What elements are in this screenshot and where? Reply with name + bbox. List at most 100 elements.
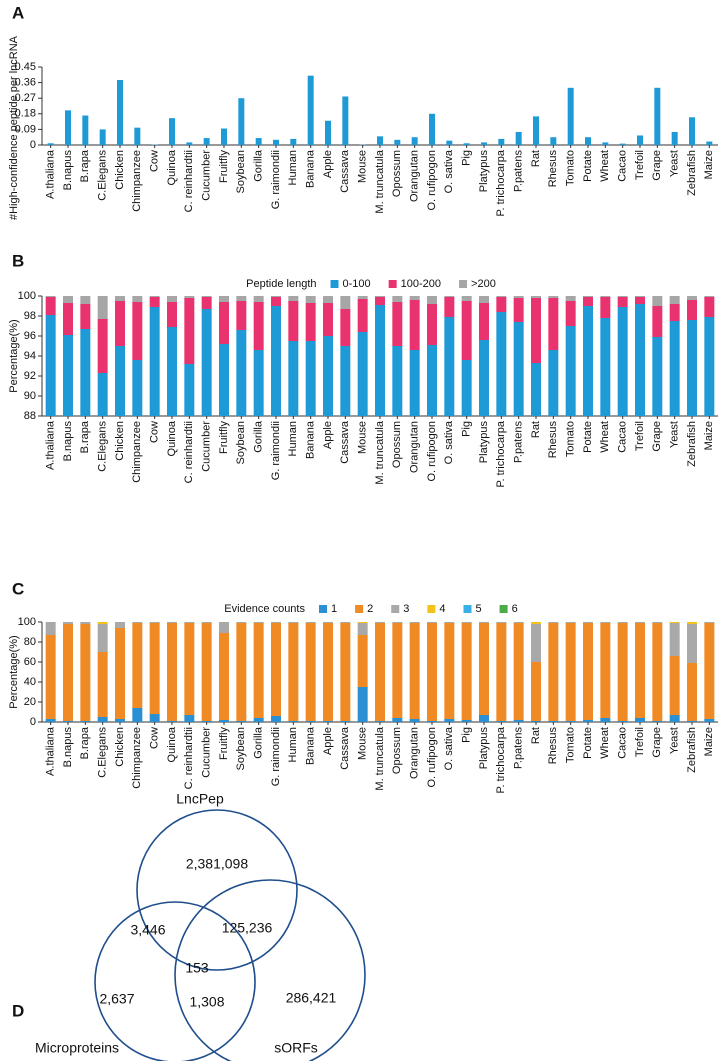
bar-segment (97, 373, 108, 416)
venn-circle (174, 879, 366, 1061)
bar-segment (461, 296, 472, 301)
panel-label: C (12, 579, 24, 598)
venn-set-label: sORFs (274, 1040, 318, 1056)
y-tick-label: 88 (24, 410, 36, 422)
bar-segment (513, 298, 524, 322)
bar-segment (132, 302, 143, 360)
x-tick-label: Cucumber (201, 421, 213, 472)
legend-swatch (499, 605, 508, 613)
x-tick-label: Soybean (235, 727, 247, 770)
bar-segment (271, 716, 281, 722)
bar-segment (340, 721, 351, 722)
legend-label: 6 (512, 603, 518, 615)
bar-segment (63, 721, 73, 722)
bar-segment (305, 622, 316, 623)
y-tick-label: 20 (24, 696, 36, 708)
venn-count: 286,421 (286, 990, 337, 1006)
bar-segment (600, 296, 611, 297)
bar-segment (392, 623, 403, 718)
bar-segment (548, 721, 559, 722)
venn-count: 2,637 (99, 991, 134, 1007)
bar (203, 138, 210, 145)
bar-segment (305, 341, 316, 416)
legend-swatch (459, 280, 468, 288)
bar-segment (669, 321, 680, 416)
x-tick-label: Mouse (357, 150, 369, 183)
bar-segment (357, 687, 368, 722)
bar-segment (236, 622, 247, 623)
x-tick-label: Cassava (339, 726, 351, 770)
bar-segment (635, 296, 645, 297)
venn-circle (136, 809, 298, 971)
bar-segment (340, 296, 351, 309)
x-tick-label: Tomato (565, 421, 577, 457)
x-tick-label: Wheat (599, 421, 611, 453)
venn-circle (94, 901, 256, 1061)
x-tick-label: O. sativa (443, 420, 455, 464)
bar-segment (340, 622, 351, 623)
bar-segment (600, 318, 611, 416)
bar-segment (479, 340, 489, 416)
bar (533, 116, 539, 145)
bar (307, 75, 314, 145)
bar-segment (548, 623, 559, 721)
bar-segment (548, 298, 559, 350)
bar-segment (704, 317, 715, 416)
bar-segment (323, 623, 333, 721)
bar-segment (45, 315, 56, 416)
bar (637, 135, 643, 145)
x-tick-label: B.napus (62, 150, 74, 191)
y-tick-label: 100 (18, 616, 36, 628)
bar-segment (669, 715, 680, 722)
y-tick-label: 0.45 (15, 61, 36, 73)
bar-segment (149, 296, 160, 297)
bar-segment (479, 715, 489, 722)
bar-segment (149, 622, 160, 623)
bar-segment (531, 296, 541, 298)
legend-swatch (391, 605, 400, 613)
x-tick-label: Maize (703, 150, 715, 179)
bar-segment (63, 296, 73, 303)
bar-segment (236, 721, 247, 722)
bar-segment (305, 303, 316, 341)
x-tick-label: Zebrafish (686, 150, 698, 196)
bar-segment (392, 302, 403, 346)
bar-segment (635, 297, 645, 304)
bar-segment (617, 622, 628, 623)
x-tick-label: Chicken (114, 150, 126, 190)
bar (585, 137, 591, 145)
bar-segment (409, 622, 420, 623)
bar-segment (496, 623, 507, 721)
bar-segment (236, 330, 247, 416)
bar-segment (583, 720, 593, 722)
bar-segment (531, 363, 541, 416)
venn-set-label: Microproteins (35, 1040, 119, 1056)
bar-segment (340, 309, 351, 346)
bar-segment (669, 622, 680, 623)
bar-segment (461, 623, 472, 720)
bar-segment (63, 335, 73, 416)
legend: Peptide length 0-100 100-200 >200 (246, 278, 496, 290)
bar-segment (184, 623, 195, 715)
x-tick-label: B.rapa (79, 726, 91, 759)
bar-segment (236, 623, 247, 721)
panel-label: D (12, 1001, 24, 1020)
bar-segment (253, 623, 264, 718)
bar (186, 142, 193, 145)
x-tick-label: Rhesus (547, 727, 559, 765)
x-tick-label: Pig (461, 727, 473, 743)
x-tick-label: P. trichocarpa (495, 726, 507, 793)
bar-segment (115, 622, 125, 628)
bar-segment (45, 635, 56, 719)
bar-segment (236, 301, 247, 330)
venn-count: 3,446 (130, 922, 165, 938)
bar (706, 141, 713, 145)
x-tick-label: Grape (651, 727, 663, 758)
x-tick-label: Cacao (617, 727, 629, 759)
x-tick-label: P. trichocarpa (495, 149, 507, 216)
bar-segment (687, 296, 697, 300)
bar-segment (305, 296, 316, 303)
bar (273, 139, 279, 145)
bar-segment (583, 296, 593, 297)
y-tick-label: 96 (24, 330, 36, 342)
